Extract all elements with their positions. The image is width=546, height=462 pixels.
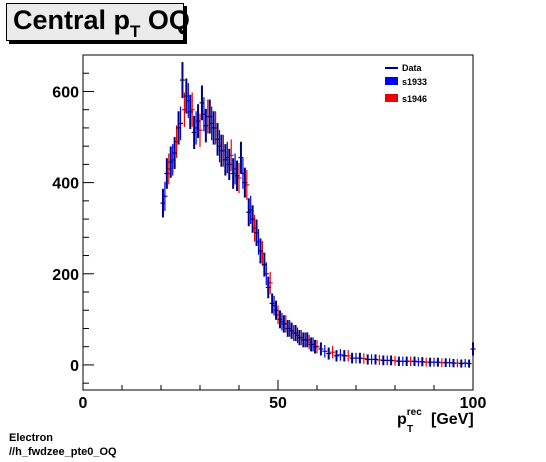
data-point-data <box>242 167 248 198</box>
data-point-data <box>451 358 456 368</box>
data-point-data <box>396 356 402 366</box>
data-point-data <box>435 357 441 367</box>
data-point-data <box>168 146 174 178</box>
data-point-data <box>234 160 240 192</box>
data-point-s1933 <box>337 349 343 361</box>
data-point-data <box>254 219 260 246</box>
data-point-data <box>203 108 209 143</box>
data-point-data <box>246 198 252 227</box>
data-point-data <box>218 134 224 167</box>
data-point-data <box>222 144 228 176</box>
data-point-data <box>215 122 221 156</box>
chart-title-tail: OQ <box>140 5 190 35</box>
x-axis-label-sup: rec <box>407 407 422 418</box>
data-point-data <box>466 359 472 368</box>
legend-swatch-s1946 <box>385 94 398 102</box>
x-tick-label: 100 <box>460 395 487 412</box>
data-point-data <box>318 342 324 356</box>
x-tick-label: 50 <box>269 395 287 412</box>
data-point-data <box>250 205 256 233</box>
data-point-data <box>230 158 236 189</box>
chart-marks <box>160 62 476 368</box>
data-point-data <box>160 188 166 218</box>
legend-label-s1946: s1946 <box>402 94 427 104</box>
data-point-data <box>404 356 410 366</box>
data-point-data <box>412 356 417 366</box>
data-point-data <box>419 357 425 367</box>
data-point-data <box>296 329 302 346</box>
data-point-data <box>257 238 263 264</box>
x-axis-label-tail: [GeV] <box>431 411 474 428</box>
data-point-data <box>191 115 197 150</box>
data-point-data <box>269 293 275 314</box>
data-point-data <box>308 337 314 352</box>
legend-swatch-s1933 <box>385 77 398 85</box>
data-point-data <box>277 310 283 329</box>
data-point-data <box>273 300 279 320</box>
data-point-data <box>261 252 267 277</box>
data-point-data <box>365 354 371 365</box>
data-point-data <box>312 339 318 354</box>
data-point-data <box>238 141 244 174</box>
data-point-data <box>265 276 271 299</box>
data-point-data <box>304 332 310 348</box>
chart-title: Central pT OQ <box>13 5 190 41</box>
footer-label: Electron <box>9 432 54 444</box>
x-axis-label: prec T [GeV] <box>397 407 474 435</box>
data-point-data <box>289 322 295 339</box>
data-point-data <box>357 352 363 364</box>
data-point-data <box>427 357 433 367</box>
data-point-data <box>195 104 201 138</box>
data-point-data <box>211 111 217 145</box>
x-axis-label-sub: T <box>407 424 413 435</box>
data-point-data <box>207 99 213 134</box>
data-point-data <box>183 78 189 114</box>
data-point-data <box>164 158 170 189</box>
legend-label-s1933: s1933 <box>402 77 427 87</box>
data-point-data <box>341 350 347 362</box>
chart-title-main: Central p <box>13 5 131 35</box>
data-point-data <box>179 62 185 99</box>
x-tick-label: 0 <box>79 395 88 412</box>
chart-legend: Data s1933 s1946 <box>385 63 427 104</box>
data-point-data <box>226 148 232 180</box>
data-point-data <box>326 347 332 360</box>
y-tick-label: 600 <box>52 84 79 101</box>
y-tick-label: 0 <box>70 358 79 375</box>
data-point-data <box>285 320 291 337</box>
data-point-data <box>281 315 287 333</box>
data-point-data <box>172 137 178 169</box>
data-point-data <box>458 359 464 368</box>
data-point-s1946 <box>330 345 336 359</box>
plot-frame <box>82 54 474 391</box>
y-tick-label: 200 <box>52 267 79 284</box>
x-axis-label-main: p <box>397 411 407 428</box>
data-point-data <box>293 325 299 342</box>
data-point-data <box>334 350 339 362</box>
data-point-data <box>199 85 205 121</box>
y-tick-label: 400 <box>52 176 79 193</box>
data-point-data <box>349 352 355 364</box>
chart-title-subscript: T <box>130 22 141 41</box>
legend-label-data: Data <box>402 63 423 73</box>
data-point-data <box>388 355 394 366</box>
histogram-path: //h_fwdzee_pte0_OQ <box>9 446 117 458</box>
chart-axes: 0 50 100 0 200 400 600 <box>52 72 487 412</box>
data-point-data <box>443 358 449 367</box>
data-point-data <box>373 354 378 365</box>
data-point-data <box>176 111 182 145</box>
chart-title-box: Central pT OQ <box>6 3 190 41</box>
data-point-data <box>187 94 193 130</box>
data-point-data <box>380 355 386 366</box>
data-point-data <box>470 342 476 356</box>
data-point-s1933 <box>322 344 328 358</box>
